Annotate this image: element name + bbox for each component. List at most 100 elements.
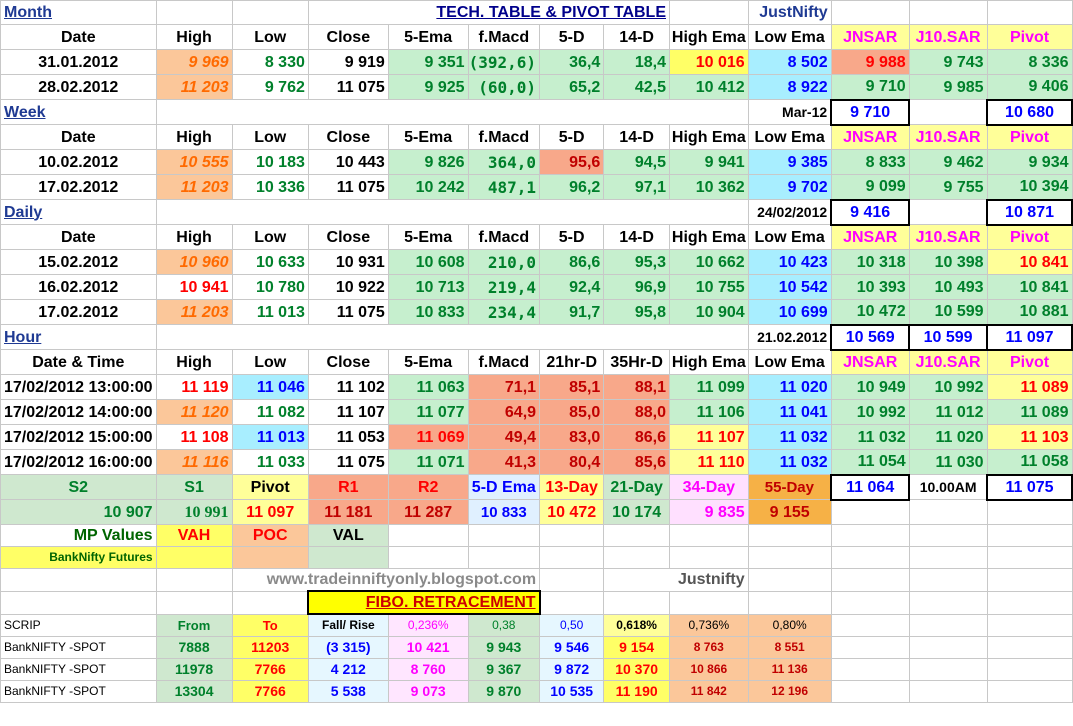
- cell-value[interactable]: 31.01.2012: [0, 49, 157, 75]
- cell-value[interactable]: BankNIFTY -SPOT: [0, 636, 157, 659]
- empty-cell[interactable]: [0, 568, 157, 592]
- empty-cell[interactable]: [830, 658, 910, 681]
- cell-value[interactable]: 10 960: [155, 249, 233, 275]
- empty-cell[interactable]: [908, 590, 988, 615]
- cell-value[interactable]: 7766: [231, 658, 309, 681]
- cell-value[interactable]: 17/02/2012 16:00:00: [0, 449, 157, 475]
- empty-cell[interactable]: [539, 524, 605, 547]
- cell-value[interactable]: 13304: [155, 680, 233, 703]
- cell-value[interactable]: JNSAR: [830, 124, 910, 150]
- empty-cell[interactable]: [908, 680, 988, 703]
- fibo-title[interactable]: FIBO. RETRACEMENT: [307, 590, 541, 615]
- cell-value[interactable]: 9 710: [830, 74, 910, 100]
- empty-cell[interactable]: [155, 546, 233, 569]
- empty-cell[interactable]: [0, 590, 157, 615]
- cell-value[interactable]: 5-D: [539, 124, 605, 150]
- cell-value[interactable]: 9 546: [539, 636, 605, 659]
- empty-cell[interactable]: [986, 568, 1073, 592]
- cell-value[interactable]: 10 871: [986, 198, 1073, 226]
- cell-value[interactable]: 0,236%: [387, 613, 469, 637]
- empty-cell[interactable]: [539, 546, 605, 569]
- empty-cell[interactable]: [986, 590, 1073, 615]
- cell-value[interactable]: 11 032: [747, 449, 832, 475]
- cell-value[interactable]: 0,80%: [747, 613, 832, 637]
- cell-value[interactable]: 21-Day: [603, 474, 670, 500]
- cell-value[interactable]: 11 203: [155, 299, 233, 325]
- empty-cell[interactable]: [986, 499, 1073, 525]
- cell-value[interactable]: Fall/ Rise: [307, 613, 389, 637]
- empty-cell[interactable]: [830, 0, 910, 25]
- cell-value[interactable]: 9 934: [986, 149, 1073, 175]
- empty-cell[interactable]: [387, 546, 469, 569]
- cell-value[interactable]: 9 743: [908, 49, 988, 75]
- cell-value[interactable]: J10.SAR: [908, 224, 988, 250]
- empty-cell[interactable]: [986, 680, 1073, 703]
- empty-cell[interactable]: [986, 636, 1073, 659]
- cell-value[interactable]: 11 120: [155, 399, 233, 425]
- cell-value[interactable]: High Ema: [669, 224, 749, 250]
- cell-value[interactable]: 11 064: [830, 473, 911, 501]
- header-pivot[interactable]: Pivot: [986, 24, 1073, 50]
- cell-value[interactable]: 9 925: [387, 74, 469, 100]
- cell-value[interactable]: 0,618%: [603, 613, 670, 637]
- cell-value[interactable]: 86,6: [603, 424, 670, 450]
- cell-value[interactable]: Close: [307, 124, 389, 150]
- cell-value[interactable]: 11 032: [830, 424, 910, 450]
- cell-value[interactable]: 10 174: [603, 499, 670, 525]
- cell-value[interactable]: High Ema: [669, 349, 749, 375]
- cell-value[interactable]: JNSAR: [830, 349, 910, 375]
- cell-value[interactable]: Low Ema: [747, 224, 832, 250]
- empty-cell[interactable]: [747, 568, 832, 592]
- cell-value[interactable]: BankNifty Futures: [0, 546, 157, 569]
- cell-value[interactable]: 17.02.2012: [0, 174, 157, 200]
- cell-value[interactable]: 364,0: [467, 149, 541, 175]
- cell-value[interactable]: 10 633: [231, 249, 309, 275]
- empty-cell[interactable]: [908, 99, 988, 125]
- cell-value[interactable]: 35Hr-D: [603, 349, 670, 375]
- cell-value[interactable]: Close: [307, 224, 389, 250]
- justnifty-text[interactable]: Justnifty: [603, 568, 749, 592]
- cell-value[interactable]: 11 075: [307, 449, 389, 475]
- cell-value[interactable]: 88,1: [603, 374, 670, 400]
- cell-value[interactable]: 8 330: [231, 49, 309, 75]
- cell-value[interactable]: 11 097: [231, 499, 309, 525]
- cell-value[interactable]: 83,0: [539, 424, 605, 450]
- cell-value[interactable]: 10 472: [830, 299, 910, 325]
- cell-value[interactable]: 10 931: [307, 249, 389, 275]
- empty-cell[interactable]: [539, 568, 605, 592]
- cell-value[interactable]: 10 699: [747, 299, 832, 325]
- cell-value[interactable]: JNSAR: [830, 224, 910, 250]
- empty-cell[interactable]: [603, 590, 670, 615]
- cell-value[interactable]: 11978: [155, 658, 233, 681]
- cell-value[interactable]: 21.02.2012: [747, 324, 832, 350]
- empty-cell[interactable]: [830, 636, 910, 659]
- cell-value[interactable]: 10 336: [231, 174, 309, 200]
- cell-value[interactable]: 9 826: [387, 149, 469, 175]
- cell-value[interactable]: 11 181: [307, 499, 389, 525]
- cell-value[interactable]: 14-D: [603, 24, 670, 50]
- empty-cell[interactable]: [830, 613, 910, 637]
- cell-value[interactable]: Pivot: [986, 124, 1073, 150]
- cell-value[interactable]: J10.SAR: [908, 124, 988, 150]
- cell-value[interactable]: 11 020: [747, 374, 832, 400]
- empty-cell[interactable]: [986, 658, 1073, 681]
- cell-value[interactable]: R2: [387, 474, 469, 500]
- empty-cell[interactable]: [908, 0, 988, 25]
- cell-value[interactable]: 17/02/2012 14:00:00: [0, 399, 157, 425]
- cell-value[interactable]: 10 866: [669, 658, 749, 681]
- cell-value[interactable]: 10 991: [155, 499, 233, 525]
- cell-value[interactable]: 11 842: [669, 680, 749, 703]
- cell-value[interactable]: 10 318: [830, 249, 910, 275]
- cell-value[interactable]: 8 763: [669, 636, 749, 659]
- cell-value[interactable]: 5-Ema: [387, 124, 469, 150]
- cell-value[interactable]: 55-Day: [747, 474, 832, 500]
- cell-value[interactable]: 9 702: [747, 174, 832, 200]
- empty-cell[interactable]: [467, 546, 541, 569]
- cell-value[interactable]: 11 102: [307, 374, 389, 400]
- cell-value[interactable]: 13-Day: [539, 474, 605, 500]
- sheet-title[interactable]: TECH. TABLE & PIVOT TABLE: [307, 0, 671, 25]
- cell-value[interactable]: 7766: [231, 680, 309, 703]
- cell-value[interactable]: 234,4: [467, 299, 541, 325]
- cell-value[interactable]: 96,9: [603, 274, 670, 300]
- cell-value[interactable]: 11 116: [155, 449, 233, 475]
